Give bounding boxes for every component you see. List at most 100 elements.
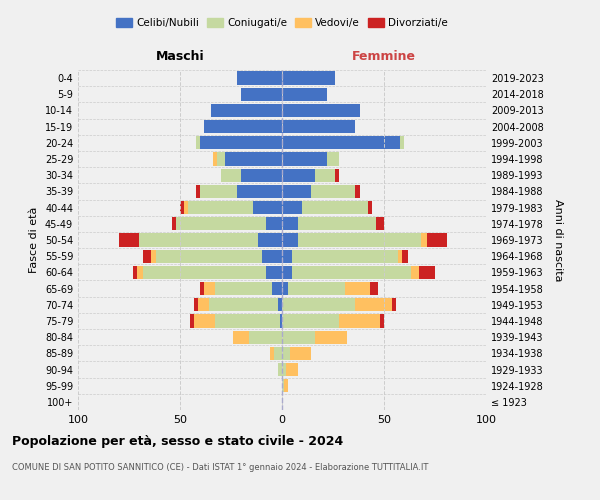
Bar [355, 298, 392, 312]
Bar [314, 168, 335, 182]
Bar [368, 201, 372, 214]
Bar [196, 185, 200, 198]
Bar [194, 298, 199, 312]
Bar [119, 234, 139, 246]
Bar [282, 104, 359, 117]
Bar [262, 250, 282, 263]
Bar [282, 250, 292, 263]
Bar [302, 201, 368, 214]
Bar [225, 152, 282, 166]
Bar [215, 314, 280, 328]
Bar [188, 201, 253, 214]
Bar [298, 217, 376, 230]
Bar [376, 217, 384, 230]
Bar [398, 250, 403, 263]
Bar [155, 250, 262, 263]
Bar [272, 282, 282, 295]
Bar [410, 266, 419, 279]
Bar [282, 379, 284, 392]
Bar [199, 298, 209, 312]
Bar [284, 379, 288, 392]
Bar [278, 363, 282, 376]
Text: Femmine: Femmine [352, 50, 416, 63]
Bar [282, 282, 288, 295]
Bar [290, 346, 311, 360]
Bar [205, 282, 215, 295]
Bar [196, 136, 200, 149]
Bar [282, 217, 298, 230]
Bar [339, 314, 380, 328]
Legend: Celibi/Nubili, Coniugati/e, Vedovi/e, Divorziati/e: Celibi/Nubili, Coniugati/e, Vedovi/e, Di… [112, 14, 452, 32]
Bar [282, 136, 400, 149]
Bar [237, 72, 282, 85]
Bar [282, 185, 311, 198]
Bar [241, 168, 282, 182]
Bar [270, 346, 274, 360]
Bar [133, 266, 137, 279]
Bar [250, 330, 282, 344]
Bar [370, 282, 378, 295]
Text: COMUNE DI SAN POTITO SANNITICO (CE) - Dati ISTAT 1° gennaio 2024 - Elaborazione : COMUNE DI SAN POTITO SANNITICO (CE) - Da… [12, 462, 428, 471]
Bar [282, 152, 327, 166]
Bar [421, 234, 427, 246]
Bar [215, 282, 272, 295]
Bar [143, 250, 151, 263]
Bar [212, 152, 217, 166]
Bar [190, 314, 194, 328]
Bar [274, 346, 282, 360]
Bar [427, 234, 447, 246]
Bar [286, 363, 298, 376]
Bar [282, 201, 302, 214]
Bar [253, 201, 282, 214]
Bar [345, 282, 370, 295]
Bar [221, 168, 241, 182]
Bar [200, 282, 205, 295]
Bar [266, 266, 282, 279]
Bar [282, 314, 339, 328]
Bar [241, 88, 282, 101]
Bar [282, 168, 314, 182]
Bar [400, 136, 404, 149]
Bar [176, 217, 266, 230]
Bar [237, 185, 282, 198]
Bar [139, 234, 257, 246]
Bar [292, 266, 410, 279]
Bar [211, 104, 282, 117]
Bar [200, 136, 282, 149]
Bar [355, 185, 359, 198]
Bar [233, 330, 250, 344]
Y-axis label: Anni di nascita: Anni di nascita [553, 198, 563, 281]
Bar [314, 330, 347, 344]
Bar [266, 217, 282, 230]
Bar [209, 298, 278, 312]
Bar [278, 298, 282, 312]
Bar [137, 266, 143, 279]
Text: Popolazione per età, sesso e stato civile - 2024: Popolazione per età, sesso e stato civil… [12, 435, 343, 448]
Bar [180, 201, 184, 214]
Text: Maschi: Maschi [155, 50, 205, 63]
Bar [282, 346, 290, 360]
Bar [282, 266, 292, 279]
Bar [184, 201, 188, 214]
Bar [194, 314, 215, 328]
Bar [282, 298, 355, 312]
Bar [282, 72, 335, 85]
Bar [298, 234, 421, 246]
Bar [280, 314, 282, 328]
Bar [282, 88, 327, 101]
Bar [282, 363, 286, 376]
Y-axis label: Fasce di età: Fasce di età [29, 207, 39, 273]
Bar [419, 266, 435, 279]
Bar [282, 330, 314, 344]
Bar [205, 120, 282, 134]
Bar [172, 217, 176, 230]
Bar [403, 250, 409, 263]
Bar [282, 234, 298, 246]
Bar [288, 282, 345, 295]
Bar [151, 250, 155, 263]
Bar [311, 185, 355, 198]
Bar [200, 185, 237, 198]
Bar [143, 266, 266, 279]
Bar [217, 152, 225, 166]
Bar [257, 234, 282, 246]
